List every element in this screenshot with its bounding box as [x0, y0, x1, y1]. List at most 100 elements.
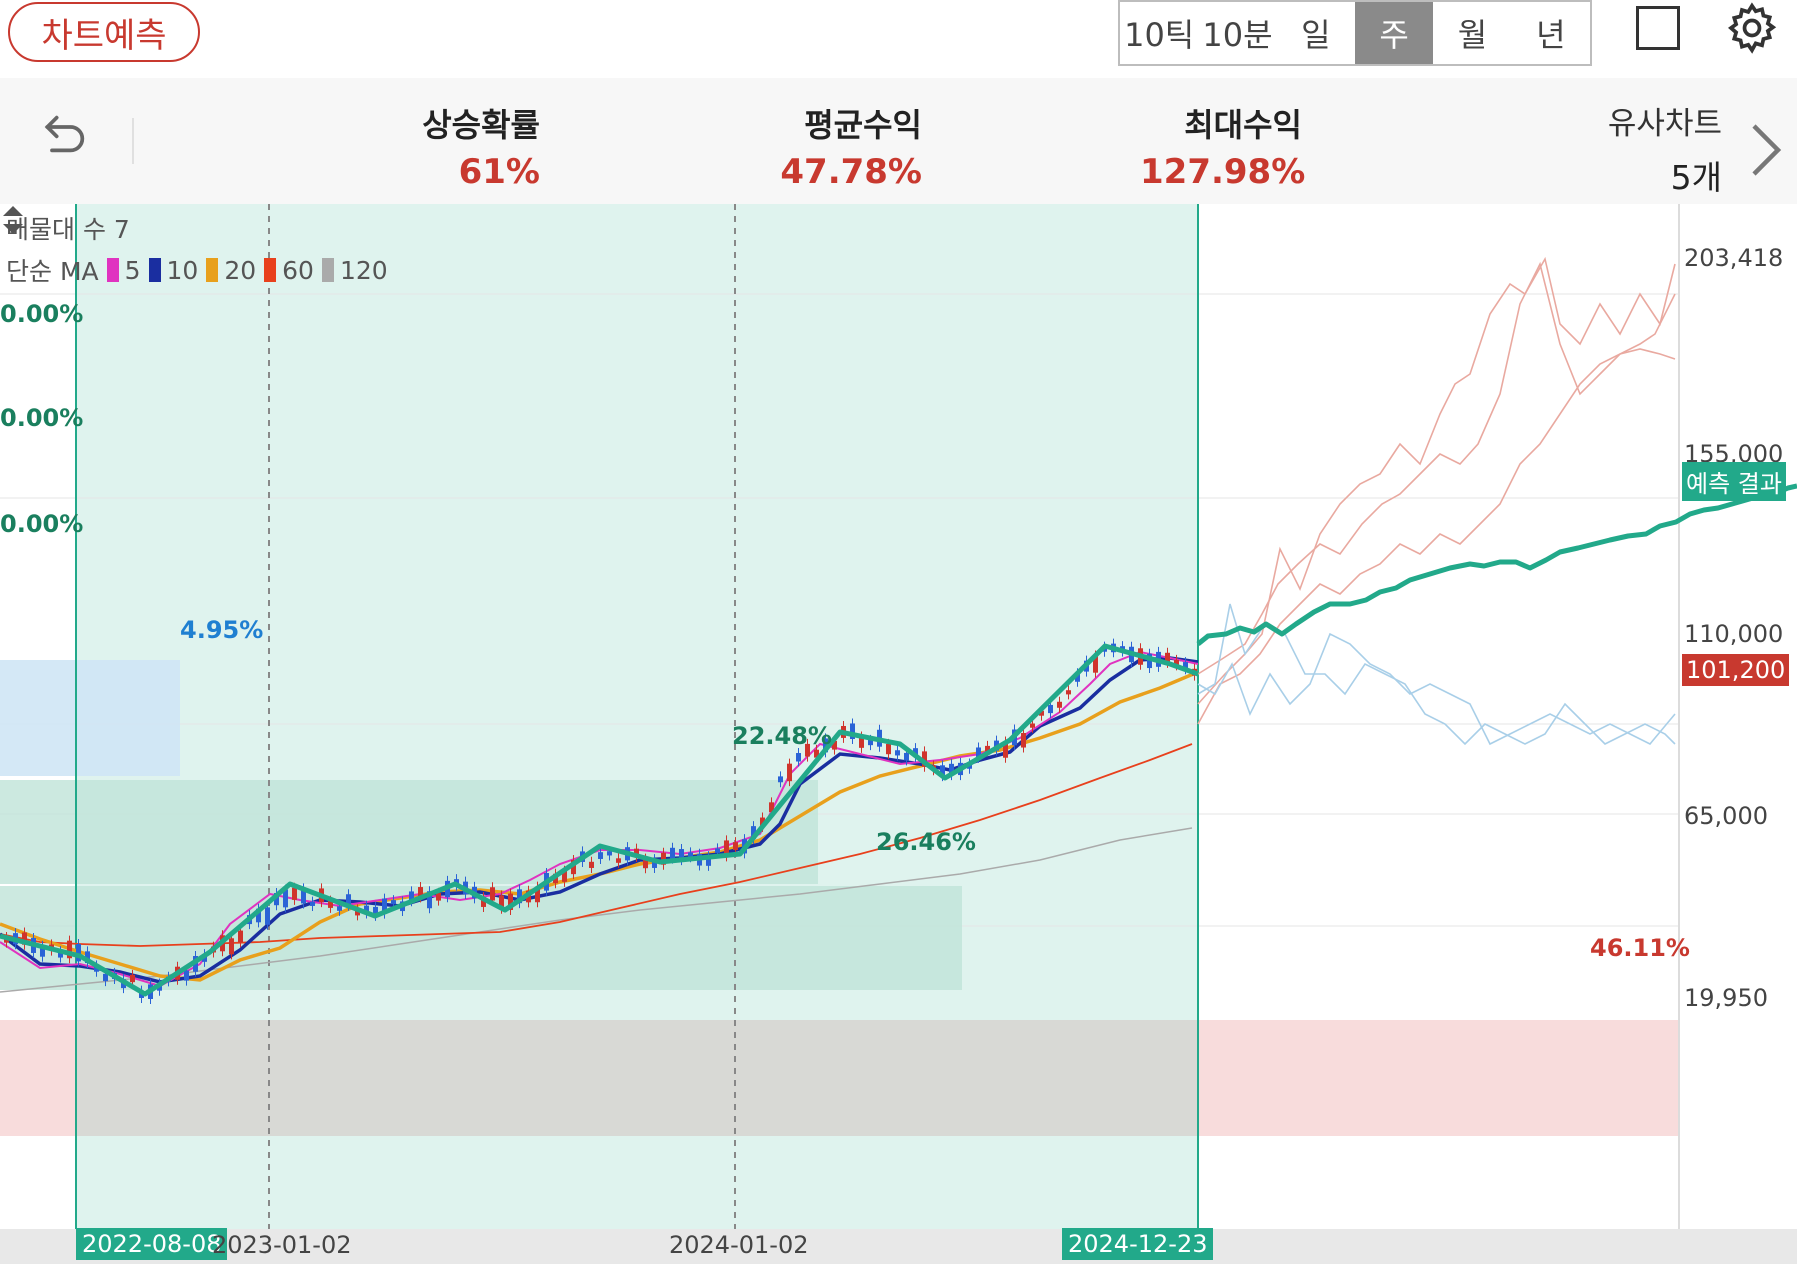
y-label-4: 65,000 [1684, 802, 1768, 830]
similar-line-5 [1197, 632, 1676, 746]
candle-body [499, 895, 504, 909]
ma60-swatch [264, 258, 277, 282]
volume-zone-overlap [76, 1020, 1198, 1136]
candle-body [58, 951, 63, 958]
candle-body [283, 889, 288, 908]
similar-chart-lines [1197, 256, 1676, 746]
candle-body [427, 891, 432, 909]
tab-month[interactable]: 월 [1457, 16, 1488, 54]
candle-body [310, 901, 315, 906]
candle-body [508, 893, 513, 910]
max-return-value: 127.98% [1140, 152, 1306, 192]
candle-body [895, 750, 900, 756]
candle-body [985, 745, 990, 752]
ma-legend-title: 단순 MA [6, 257, 99, 286]
ma60-line [0, 743, 1193, 947]
candle-body [238, 930, 243, 943]
candle-body [418, 887, 423, 898]
candle-body [904, 752, 909, 761]
candle-body [184, 970, 189, 981]
rise-probability-value: 61% [458, 152, 540, 192]
candle-body [391, 900, 396, 905]
ma20-swatch [206, 258, 219, 282]
candle-body [787, 763, 792, 782]
price-chart[interactable]: 매물대 수 7 단순 MA 5 10 20 60 120 0.00% 0.00%… [0, 204, 1797, 1264]
x-axis-band [0, 1229, 1797, 1264]
candle-body [76, 944, 81, 962]
max-return-label: 최대수익 [1184, 106, 1302, 144]
candle-body [571, 860, 576, 875]
zone-pct-5: 22.48% [732, 722, 832, 750]
scale-toggle-icon[interactable] [0, 204, 26, 236]
zone-pct-7: 46.11% [1590, 934, 1690, 962]
ma120-label: 120 [339, 255, 388, 285]
ma10-swatch [148, 258, 161, 282]
range-start-date-badge[interactable]: 2022-08-08 [76, 1228, 228, 1260]
max-return: 최대수익 127.98% [1140, 100, 1306, 192]
candle-body [535, 886, 540, 903]
fullscreen-icon[interactable] [1636, 6, 1680, 50]
candle-body [436, 892, 441, 901]
candle-body [274, 892, 279, 906]
candle-body [643, 858, 648, 869]
candle-body [490, 887, 495, 901]
candle-body [103, 973, 108, 982]
candle-body [409, 891, 414, 902]
candle-body [715, 848, 720, 853]
candle-body [355, 909, 360, 916]
tab-year[interactable]: 년 [1536, 16, 1566, 54]
y-label-1: 203,418 [1684, 244, 1784, 272]
gear-icon[interactable] [1724, 0, 1780, 56]
prediction-result-badge: 예측 결과 [1682, 462, 1786, 501]
range-end-date-badge[interactable]: 2024-12-23 [1062, 1228, 1214, 1260]
candle-body [85, 951, 90, 964]
candle-body [130, 974, 135, 983]
similar-charts[interactable]: 유사차트 5개 [1540, 98, 1722, 199]
candle-body [922, 751, 927, 767]
candle-body [1174, 659, 1179, 666]
candle-body [1048, 704, 1053, 714]
candle-body [1093, 655, 1098, 673]
candle-body [364, 905, 369, 914]
candle-body [40, 945, 45, 957]
x-label-2023: 2023-01-02 [212, 1231, 352, 1259]
candle-body [805, 743, 810, 757]
candle-body [661, 852, 666, 865]
candle-body [706, 856, 711, 866]
candle-body [337, 906, 342, 911]
candle-body [751, 826, 756, 839]
tab-week[interactable]: 주 [1354, 2, 1434, 64]
tab-10min[interactable]: 10분 [1202, 16, 1273, 54]
candle-body [292, 887, 297, 900]
candle-body [373, 906, 378, 916]
ma10-label: 10 [166, 255, 199, 285]
candle-body [769, 802, 774, 813]
y-label-5: 19,950 [1684, 984, 1768, 1012]
candle-body [616, 858, 621, 863]
price-chart-canvas[interactable] [0, 204, 1797, 1264]
candle-body [1066, 690, 1071, 695]
chevron-right-icon[interactable] [1748, 120, 1784, 180]
tab-10tick[interactable]: 10틱 [1124, 16, 1195, 54]
candle-body [850, 723, 855, 740]
candle-body [976, 747, 981, 758]
candle-body [589, 861, 594, 868]
candle-body [724, 840, 729, 857]
divider [132, 118, 134, 164]
back-arrow-icon[interactable] [38, 106, 94, 162]
candle-body [1075, 673, 1080, 682]
candle-body [229, 938, 234, 955]
zigzag-line [0, 643, 1199, 997]
candle-body [22, 932, 27, 945]
candle-body [1183, 662, 1188, 670]
chart-predict-button[interactable]: 차트예측 [8, 2, 200, 62]
candle-body [940, 765, 945, 777]
tab-day[interactable]: 일 [1301, 16, 1331, 54]
y-label-3: 110,000 [1684, 620, 1784, 648]
average-return-value: 47.78% [780, 152, 922, 192]
candle-body [688, 852, 693, 858]
candle-body [256, 908, 261, 923]
ma120-line [0, 827, 1193, 993]
zone-pct-6: 26.46% [876, 828, 976, 856]
candle-body [481, 897, 486, 907]
